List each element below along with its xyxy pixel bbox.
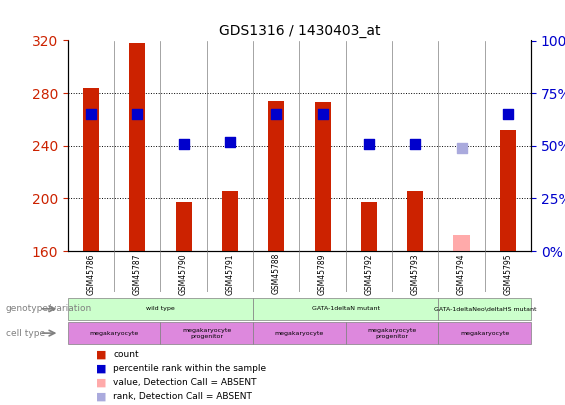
Text: genotype/variation: genotype/variation	[6, 304, 92, 313]
Bar	[361, 202, 377, 251]
Text: value, Detection Call = ABSENT: value, Detection Call = ABSENT	[113, 378, 257, 387]
Point	[179, 141, 188, 147]
Text: GSM45795: GSM45795	[503, 253, 512, 295]
Text: GATA-1deltaNeo\deltaHS mutant: GATA-1deltaNeo\deltaHS mutant	[433, 306, 536, 311]
Point	[411, 141, 420, 147]
Text: megakaryocyte: megakaryocyte	[275, 330, 324, 336]
Text: ■: ■	[96, 378, 107, 388]
Text: megakaryocyte
progenitor: megakaryocyte progenitor	[367, 328, 417, 339]
Text: GATA-1deltaN mutant: GATA-1deltaN mutant	[312, 306, 380, 311]
Text: ■: ■	[96, 364, 107, 373]
Bar	[315, 102, 331, 251]
Title: GDS1316 / 1430403_at: GDS1316 / 1430403_at	[219, 24, 380, 38]
Text: cell type: cell type	[6, 328, 45, 338]
Text: rank, Detection Call = ABSENT: rank, Detection Call = ABSENT	[113, 392, 252, 401]
Point	[133, 111, 142, 117]
Text: GSM45786: GSM45786	[86, 253, 95, 294]
Text: GSM45793: GSM45793	[411, 253, 420, 295]
Point	[225, 139, 234, 145]
Text: GSM45789: GSM45789	[318, 253, 327, 294]
Text: megakaryocyte
progenitor: megakaryocyte progenitor	[182, 328, 232, 339]
Point	[318, 111, 327, 117]
Bar	[176, 202, 192, 251]
Text: GSM45788: GSM45788	[272, 253, 281, 294]
Text: count: count	[113, 350, 138, 359]
Text: percentile rank within the sample: percentile rank within the sample	[113, 364, 266, 373]
Text: GSM45787: GSM45787	[133, 253, 142, 294]
Bar	[454, 235, 470, 251]
Bar	[129, 43, 145, 251]
Point	[503, 111, 512, 117]
Text: GSM45792: GSM45792	[364, 253, 373, 294]
Text: wild type: wild type	[146, 306, 175, 311]
Text: ■: ■	[96, 392, 107, 402]
Bar	[407, 190, 423, 251]
Text: GSM45791: GSM45791	[225, 253, 234, 294]
Text: megakaryocyte: megakaryocyte	[460, 330, 510, 336]
Bar	[83, 88, 99, 251]
Point	[86, 111, 95, 117]
Text: megakaryocyte: megakaryocyte	[89, 330, 139, 336]
Text: ■: ■	[96, 350, 107, 359]
Text: GSM45790: GSM45790	[179, 253, 188, 295]
Point	[272, 111, 281, 117]
Text: GSM45794: GSM45794	[457, 253, 466, 295]
Bar	[268, 101, 284, 251]
Bar	[500, 130, 516, 251]
Bar	[222, 190, 238, 251]
Point	[364, 141, 373, 147]
Point	[457, 145, 466, 151]
